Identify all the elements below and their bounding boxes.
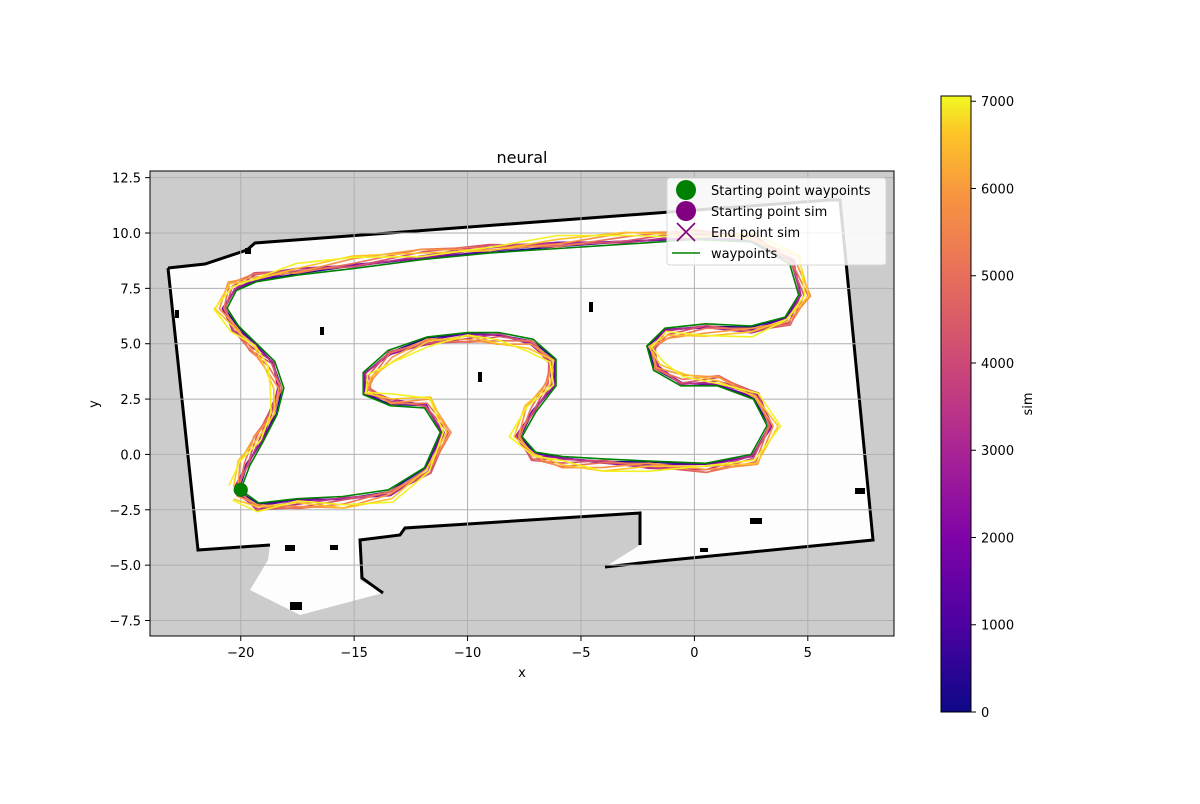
y-tick-label: −7.5 [109, 615, 141, 630]
map-floor [168, 200, 873, 615]
legend: Starting point waypoints Starting point … [666, 177, 887, 266]
waypoints-layer [226, 238, 800, 504]
y-axis-label: y [87, 400, 102, 408]
legend-end-sim-marker [676, 222, 696, 242]
y-tick-label: 10.0 [112, 227, 141, 242]
x-tick-label: −20 [227, 646, 254, 661]
colorbar-tick-label: 3000 [981, 444, 1014, 459]
y-tick-label: 5.0 [120, 338, 141, 353]
legend-start-waypoints-marker [676, 180, 696, 200]
x-axis-ticks: −20 −15 −10 −5 0 5 [227, 636, 812, 661]
colorbar-tick-label: 1000 [981, 619, 1014, 634]
x-tick-label: −15 [340, 646, 367, 661]
colorbar-gradient [940, 95, 972, 713]
y-tick-label: 12.5 [112, 172, 141, 187]
legend-waypoints-label: waypoints [711, 247, 777, 262]
colorbar: 0 1000 2000 3000 4000 5000 6000 7000 sim [940, 95, 1036, 721]
sim-trajectory-lap [213, 233, 806, 513]
legend-start-sim-marker [676, 201, 696, 221]
legend-end-sim-label: End point sim [711, 226, 800, 241]
y-tick-label: −5.0 [109, 559, 141, 574]
chart-title: neural [497, 148, 548, 167]
colorbar-tick-label: 2000 [981, 531, 1014, 546]
x-tick-label: −5 [571, 646, 590, 661]
start-point-waypoints-marker [233, 482, 248, 497]
sim-trajectory-lap [218, 230, 812, 509]
colorbar-tick-label: 4000 [981, 357, 1014, 372]
y-tick-label: −2.5 [109, 504, 141, 519]
x-tick-label: 5 [804, 646, 812, 661]
x-tick-label: 0 [690, 646, 698, 661]
colorbar-ticks: 0 1000 2000 3000 4000 5000 6000 7000 [971, 95, 1014, 721]
colorbar-tick-label: 7000 [981, 95, 1014, 110]
colorbar-tick-label: 0 [981, 706, 989, 721]
colorbar-label: sim [1021, 392, 1036, 415]
y-axis-ticks: −7.5 −5.0 −2.5 0.0 2.5 5.0 7.5 10.0 12.5 [109, 172, 150, 630]
y-tick-label: 0.0 [120, 448, 141, 463]
legend-box [666, 177, 887, 266]
colorbar-tick-label: 6000 [981, 182, 1014, 197]
legend-start-waypoints-label: Starting point waypoints [711, 184, 871, 199]
sim-trajectories [213, 228, 812, 513]
colorbar-tick-label: 5000 [981, 270, 1014, 285]
waypoints-line [226, 238, 800, 504]
legend-start-sim-label: Starting point sim [711, 205, 827, 220]
axes-frame [149, 170, 895, 637]
x-axis-label: x [518, 666, 526, 681]
x-tick-label: −10 [454, 646, 481, 661]
map-obstacles [175, 248, 865, 610]
y-tick-label: 7.5 [120, 282, 141, 297]
y-tick-label: 2.5 [120, 393, 141, 408]
